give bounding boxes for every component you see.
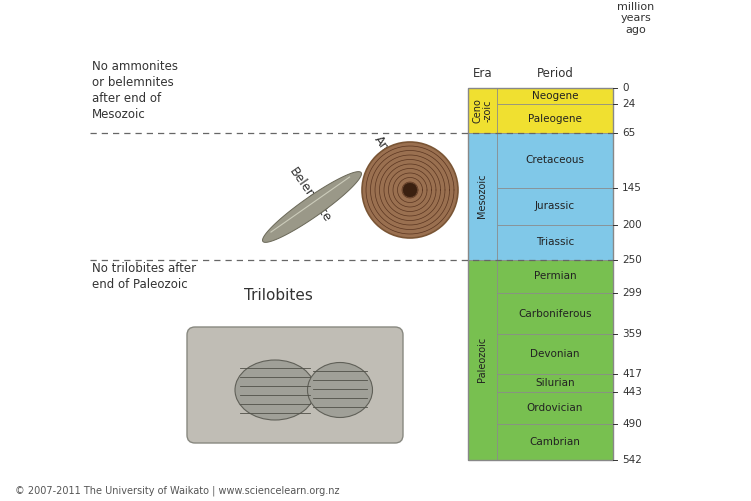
Text: Ceno
-zoic: Ceno -zoic — [472, 98, 493, 123]
Bar — [468, 260, 497, 460]
Text: No trilobites after
end of Paleozoic: No trilobites after end of Paleozoic — [92, 262, 196, 291]
Text: Devonian: Devonian — [530, 349, 580, 359]
Text: 417: 417 — [622, 369, 642, 379]
Text: 200: 200 — [622, 220, 641, 230]
Bar — [468, 133, 497, 260]
Circle shape — [362, 142, 458, 238]
Text: © 2007-2011 The University of Waikato | www.sciencelearn.org.nz: © 2007-2011 The University of Waikato | … — [15, 486, 339, 496]
Text: 490: 490 — [622, 419, 642, 429]
FancyBboxPatch shape — [187, 327, 403, 443]
Bar — [497, 105, 613, 133]
Bar — [497, 187, 613, 225]
Text: 443: 443 — [622, 387, 642, 397]
Text: Silurian: Silurian — [535, 378, 575, 388]
Text: 250: 250 — [622, 255, 642, 265]
Text: Neogene: Neogene — [532, 91, 578, 101]
Text: Triassic: Triassic — [536, 237, 574, 247]
Bar — [468, 88, 613, 460]
Bar — [497, 374, 613, 392]
Text: Paleogene: Paleogene — [528, 114, 582, 124]
Text: 145: 145 — [622, 182, 642, 192]
Text: 0: 0 — [622, 83, 629, 93]
Text: 299: 299 — [622, 288, 642, 298]
Text: Permian: Permian — [534, 272, 576, 282]
Bar — [497, 260, 613, 293]
Bar — [497, 334, 613, 374]
Bar — [497, 293, 613, 334]
Bar — [468, 88, 497, 133]
Bar — [497, 424, 613, 460]
Text: Ammonite: Ammonite — [371, 133, 419, 193]
Text: Mesozoic: Mesozoic — [478, 174, 487, 218]
Text: Period: Period — [536, 67, 574, 80]
Text: 65: 65 — [622, 128, 635, 138]
Text: Cretaceous: Cretaceous — [526, 155, 584, 165]
Bar — [497, 392, 613, 424]
Bar — [497, 133, 613, 187]
Text: Ordovician: Ordovician — [526, 403, 584, 413]
Text: Trilobites: Trilobites — [243, 288, 312, 303]
Text: 24: 24 — [622, 100, 635, 110]
Ellipse shape — [235, 360, 315, 420]
Text: Paleozoic: Paleozoic — [478, 337, 487, 382]
Text: 359: 359 — [622, 329, 642, 339]
Text: No ammonites
or belemnites
after end of
Mesozoic: No ammonites or belemnites after end of … — [92, 60, 178, 121]
Text: Jurassic: Jurassic — [535, 201, 575, 211]
Text: 542: 542 — [622, 455, 642, 465]
Text: Cambrian: Cambrian — [529, 437, 581, 447]
Bar — [497, 225, 613, 260]
Text: Era: Era — [472, 67, 493, 80]
Polygon shape — [263, 172, 361, 242]
Circle shape — [403, 183, 417, 197]
Text: million
years
ago: million years ago — [617, 2, 655, 35]
Text: Belemnite: Belemnite — [286, 165, 333, 225]
Text: Carboniferous: Carboniferous — [518, 309, 592, 319]
Bar — [497, 88, 613, 105]
Ellipse shape — [307, 363, 372, 417]
